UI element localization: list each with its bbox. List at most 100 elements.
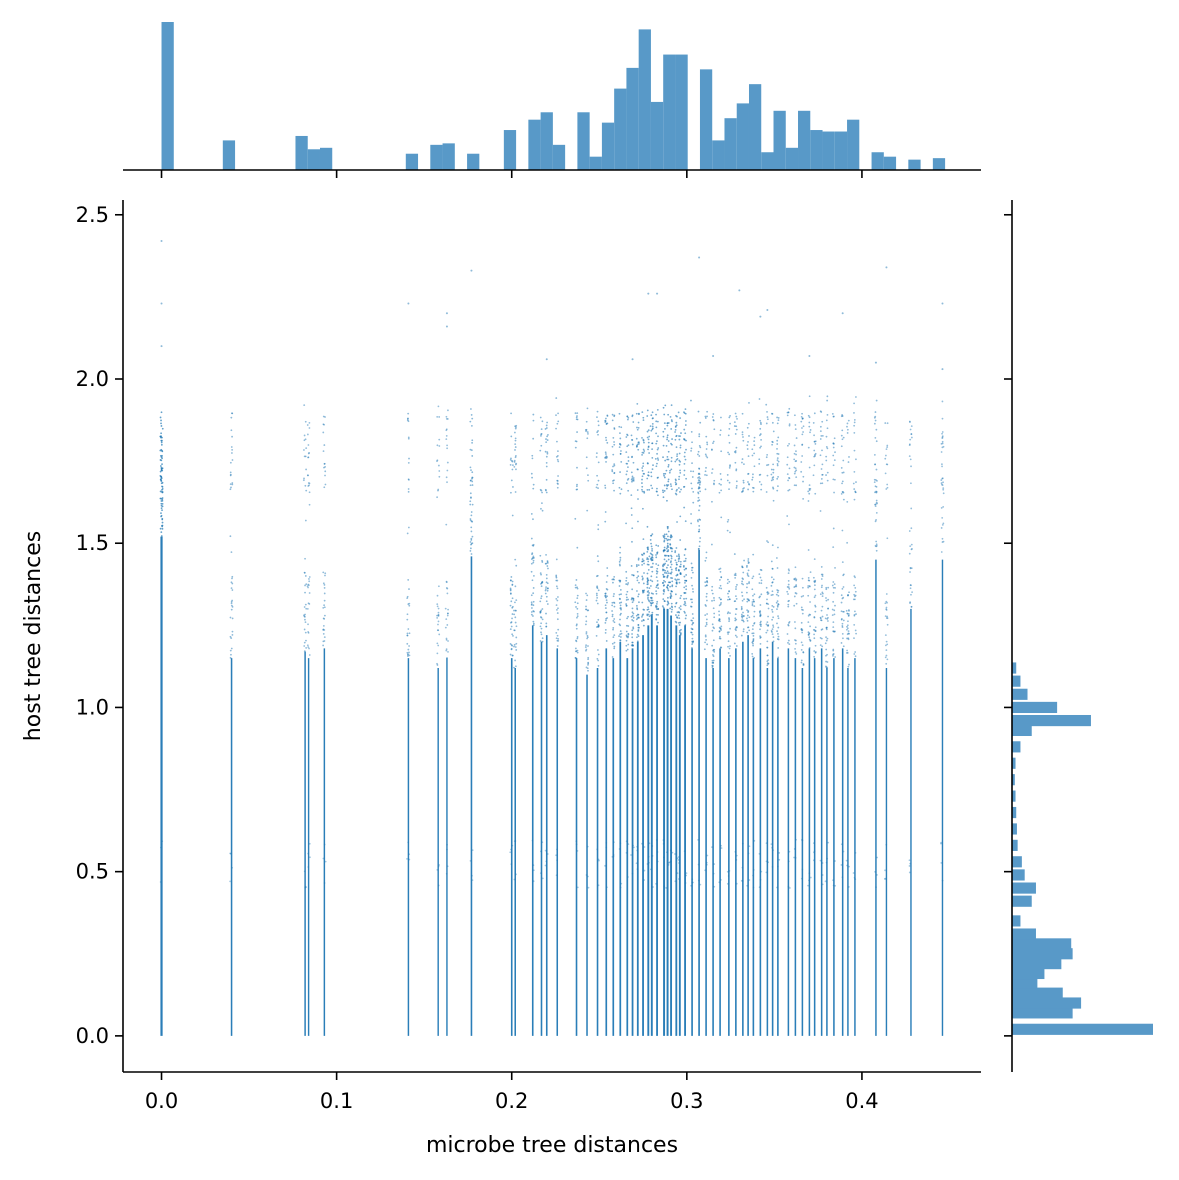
- scatter-point: [655, 426, 658, 429]
- scatter-point: [826, 618, 829, 620]
- scatter-point: [159, 416, 162, 419]
- scatter-point: [627, 633, 630, 636]
- scatter-point: [613, 575, 616, 578]
- scatter-point: [832, 884, 835, 887]
- scatter-point: [821, 605, 824, 608]
- scatter-point: [752, 886, 755, 889]
- scatter-point: [470, 511, 473, 513]
- scatter-point: [685, 567, 687, 570]
- scatter-point: [674, 481, 677, 484]
- scatter-point: [323, 462, 326, 465]
- scatter-point: [576, 586, 578, 589]
- scatter-point: [808, 421, 811, 424]
- scatter-point: [305, 647, 308, 649]
- scatter-point: [683, 411, 685, 414]
- scatter-point: [678, 617, 681, 620]
- scatter-point: [469, 547, 472, 550]
- scatter-point: [840, 642, 843, 644]
- scatter-point: [604, 511, 607, 513]
- scatter-point: [886, 643, 889, 646]
- scatter-point: [303, 434, 306, 437]
- scatter-point: [408, 651, 410, 654]
- scatter-point: [597, 433, 599, 436]
- scatter-point: [679, 444, 682, 447]
- scatter-point: [853, 431, 856, 434]
- scatter-point: [303, 571, 306, 574]
- scatter-point: [794, 647, 796, 650]
- scatter-point: [685, 574, 688, 576]
- scatter-point: [718, 614, 721, 616]
- scatter-point: [646, 563, 649, 566]
- scatter-point: [597, 487, 599, 490]
- scatter-point: [304, 613, 306, 616]
- scatter-point: [619, 633, 621, 636]
- scatter-point: [711, 644, 714, 647]
- scatter-point: [641, 601, 644, 604]
- scatter-point: [604, 520, 607, 523]
- scatter-point: [776, 448, 778, 450]
- scatter-point: [667, 596, 669, 599]
- scatter-point: [662, 573, 665, 576]
- scatter-point: [795, 585, 798, 588]
- scatter-point: [667, 589, 670, 592]
- y-axis-label: host tree distances: [21, 531, 46, 741]
- scatter-point: [718, 610, 720, 613]
- scatter-point: [684, 424, 687, 426]
- scatter-point: [446, 848, 448, 851]
- scatter-point: [532, 604, 535, 607]
- scatter-point: [733, 553, 736, 555]
- scatter-point: [646, 525, 649, 528]
- scatter-point: [776, 604, 779, 607]
- scatter-point: [940, 442, 943, 445]
- scatter-point: [637, 421, 640, 424]
- scatter-point: [540, 585, 543, 588]
- scatter-point: [647, 579, 650, 582]
- scatter-point: [794, 651, 797, 654]
- scatter-point: [445, 637, 448, 640]
- scatter-point: [760, 483, 763, 486]
- scatter-point: [160, 531, 163, 534]
- scatter-point: [230, 653, 232, 656]
- scatter-point: [631, 573, 633, 576]
- scatter-point: [842, 436, 845, 439]
- scatter-point: [597, 424, 600, 427]
- scatter-point: [821, 883, 824, 886]
- scatter-point: [684, 412, 687, 415]
- scatter-point: [646, 577, 649, 579]
- scatter-point: [748, 845, 751, 848]
- scatter-point: [698, 509, 700, 512]
- scatter-point: [509, 458, 512, 461]
- scatter-point: [306, 585, 309, 588]
- scatter-point: [795, 652, 798, 655]
- scatter-point: [834, 566, 836, 569]
- scatter-point: [632, 626, 635, 629]
- scatter-point: [679, 539, 682, 541]
- scatter-point: [800, 461, 803, 463]
- scatter-point: [910, 527, 913, 530]
- scatter-point: [704, 604, 707, 606]
- scatter-point: [595, 592, 598, 595]
- scatter-point: [825, 446, 828, 448]
- scatter-point: [643, 562, 645, 565]
- scatter-point: [814, 644, 817, 647]
- scatter-point: [510, 625, 513, 628]
- scatter-point: [597, 858, 600, 861]
- scatter-point: [509, 653, 512, 656]
- scatter-point: [612, 619, 615, 622]
- scatter-point: [670, 485, 673, 488]
- scatter-point: [231, 582, 234, 585]
- scatter-point: [669, 860, 672, 863]
- scatter-point: [471, 439, 474, 442]
- scatter-point: [161, 490, 163, 493]
- scatter-point: [632, 844, 634, 847]
- scatter-point: [322, 606, 325, 609]
- scatter-point: [647, 608, 650, 611]
- scatter-point: [772, 624, 774, 627]
- scatter-point: [942, 488, 945, 491]
- scatter-point: [620, 608, 622, 611]
- scatter-point: [576, 636, 579, 638]
- scatter-point: [909, 602, 911, 605]
- scatter-point: [304, 885, 307, 888]
- scatter-point: [323, 618, 326, 620]
- scatter-point: [821, 584, 823, 587]
